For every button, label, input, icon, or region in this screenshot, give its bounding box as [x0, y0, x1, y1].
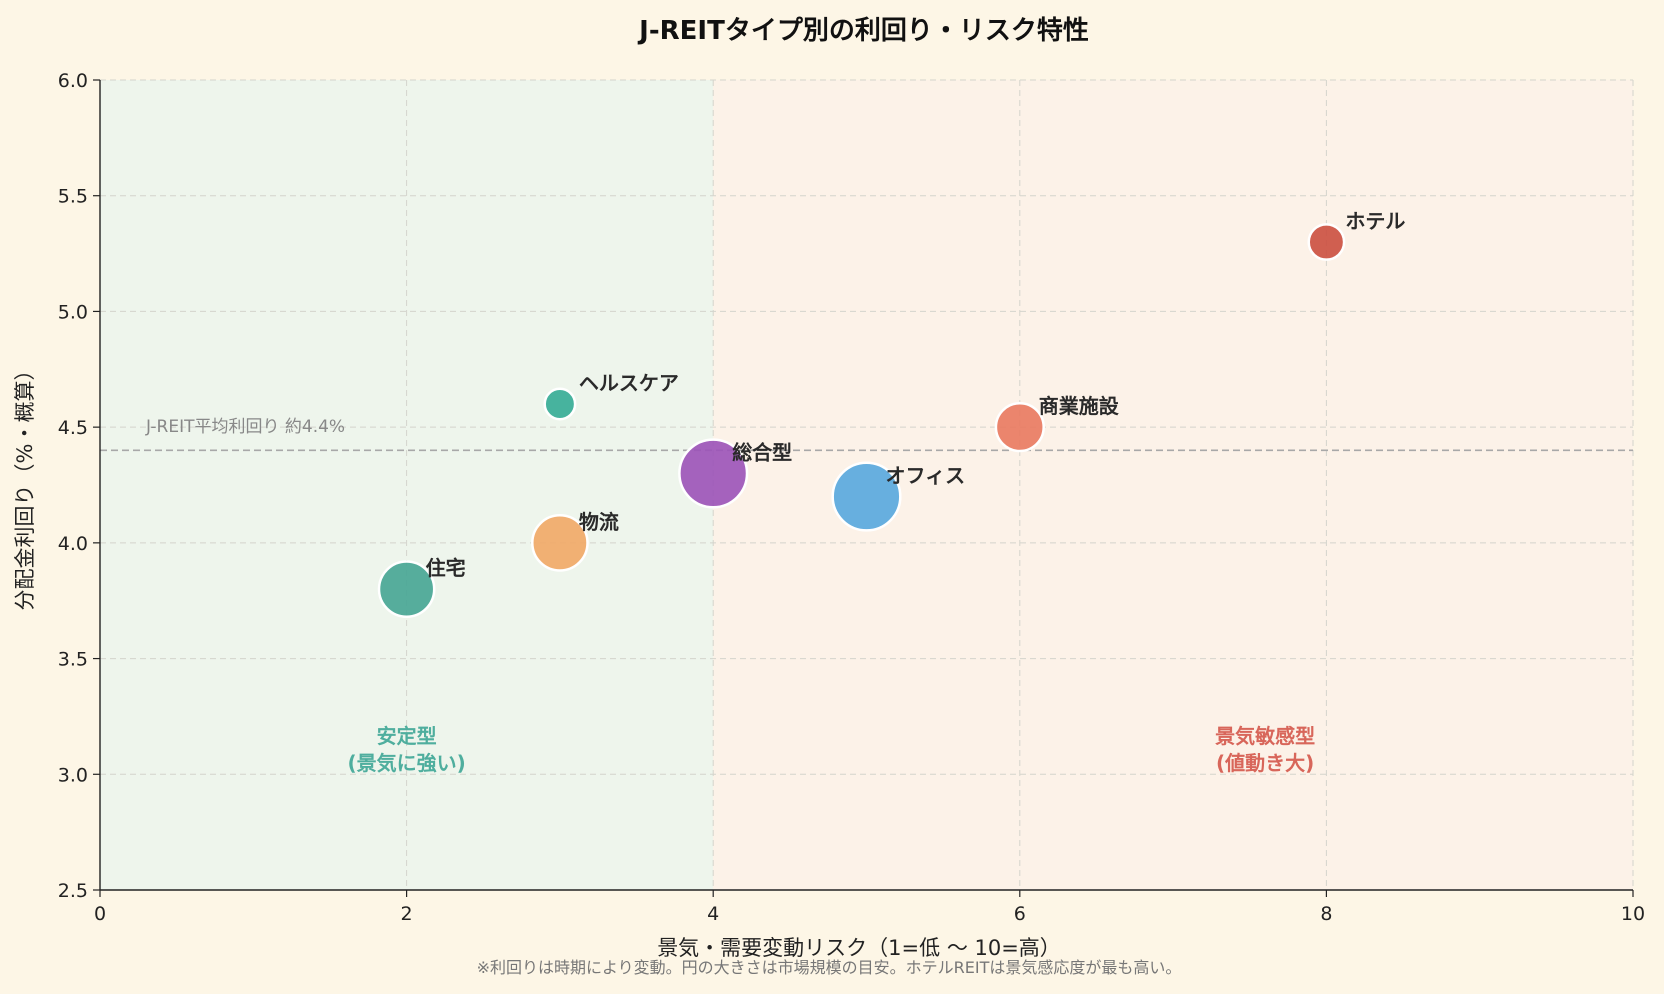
y-tick-label-6: 5.5 — [58, 186, 88, 208]
axes: 0 2 4 6 8 10 2.5 3.0 3.5 4.0 4.5 5.0 5.5 6.0 — [58, 70, 1645, 925]
point-4 — [831, 461, 902, 532]
x-tick-label-2: 4 — [707, 903, 719, 925]
y-tick-label-0: 2.5 — [58, 880, 88, 902]
x-axis-label: 景気・需要変動リスク（1=低 〜 10=高） — [657, 936, 1061, 960]
point-label-4: オフィス — [886, 464, 966, 488]
point-label-0: 住宅 — [426, 556, 466, 580]
y-tick-label-5: 5.0 — [58, 301, 88, 323]
y-tick-label-2: 3.5 — [58, 649, 88, 671]
zone-label-title-1: 景気敏感型 — [1215, 724, 1315, 748]
reference-line-label: J-REIT平均利回り 約4.4% — [145, 417, 345, 437]
y-tick-label-1: 3.0 — [58, 764, 88, 786]
reference-line: J-REIT平均利回り 約4.4% 安定型 (景気に強い) 景気敏感型 (値動き大) — [100, 417, 1633, 775]
point-label-2: ヘルスケア — [579, 371, 679, 395]
zone-label-title-0: 安定型 — [377, 724, 437, 748]
chart-title: J-REITタイプ別の利回り・リスク特性 — [637, 15, 1089, 46]
point-3 — [678, 438, 749, 509]
y-tick-label-4: 4.5 — [58, 417, 88, 439]
point-label-6: ホテル — [1345, 209, 1405, 233]
x-tick-label-4: 8 — [1320, 903, 1332, 925]
point-6 — [1307, 223, 1346, 261]
y-tick-label-3: 4.0 — [58, 533, 88, 555]
point-label-3: 総合型 — [732, 440, 792, 464]
point-label-5: 商業施設 — [1039, 394, 1120, 418]
x-tick-label-3: 6 — [1014, 903, 1026, 925]
zone-label-sub-1: (値動き大) — [1216, 751, 1314, 775]
y-tick-label-7: 6.0 — [58, 70, 88, 92]
point-5 — [994, 402, 1045, 453]
x-tick-label-0: 0 — [94, 903, 106, 925]
point-label-1: 物流 — [579, 510, 619, 534]
point-0 — [377, 560, 436, 618]
y-axis-label: 分配金利回り（%・概算） — [13, 360, 37, 611]
x-tick-label-5: 10 — [1621, 903, 1645, 925]
x-tick-label-1: 2 — [401, 903, 413, 925]
footnote: ※利回りは時期により変動。円の大きさは市場規模の目安。ホテルREITは景気感応度… — [477, 958, 1182, 977]
point-1 — [531, 514, 589, 572]
zone-label-sub-0: (景気に強い) — [347, 751, 465, 775]
point-2 — [543, 387, 577, 421]
